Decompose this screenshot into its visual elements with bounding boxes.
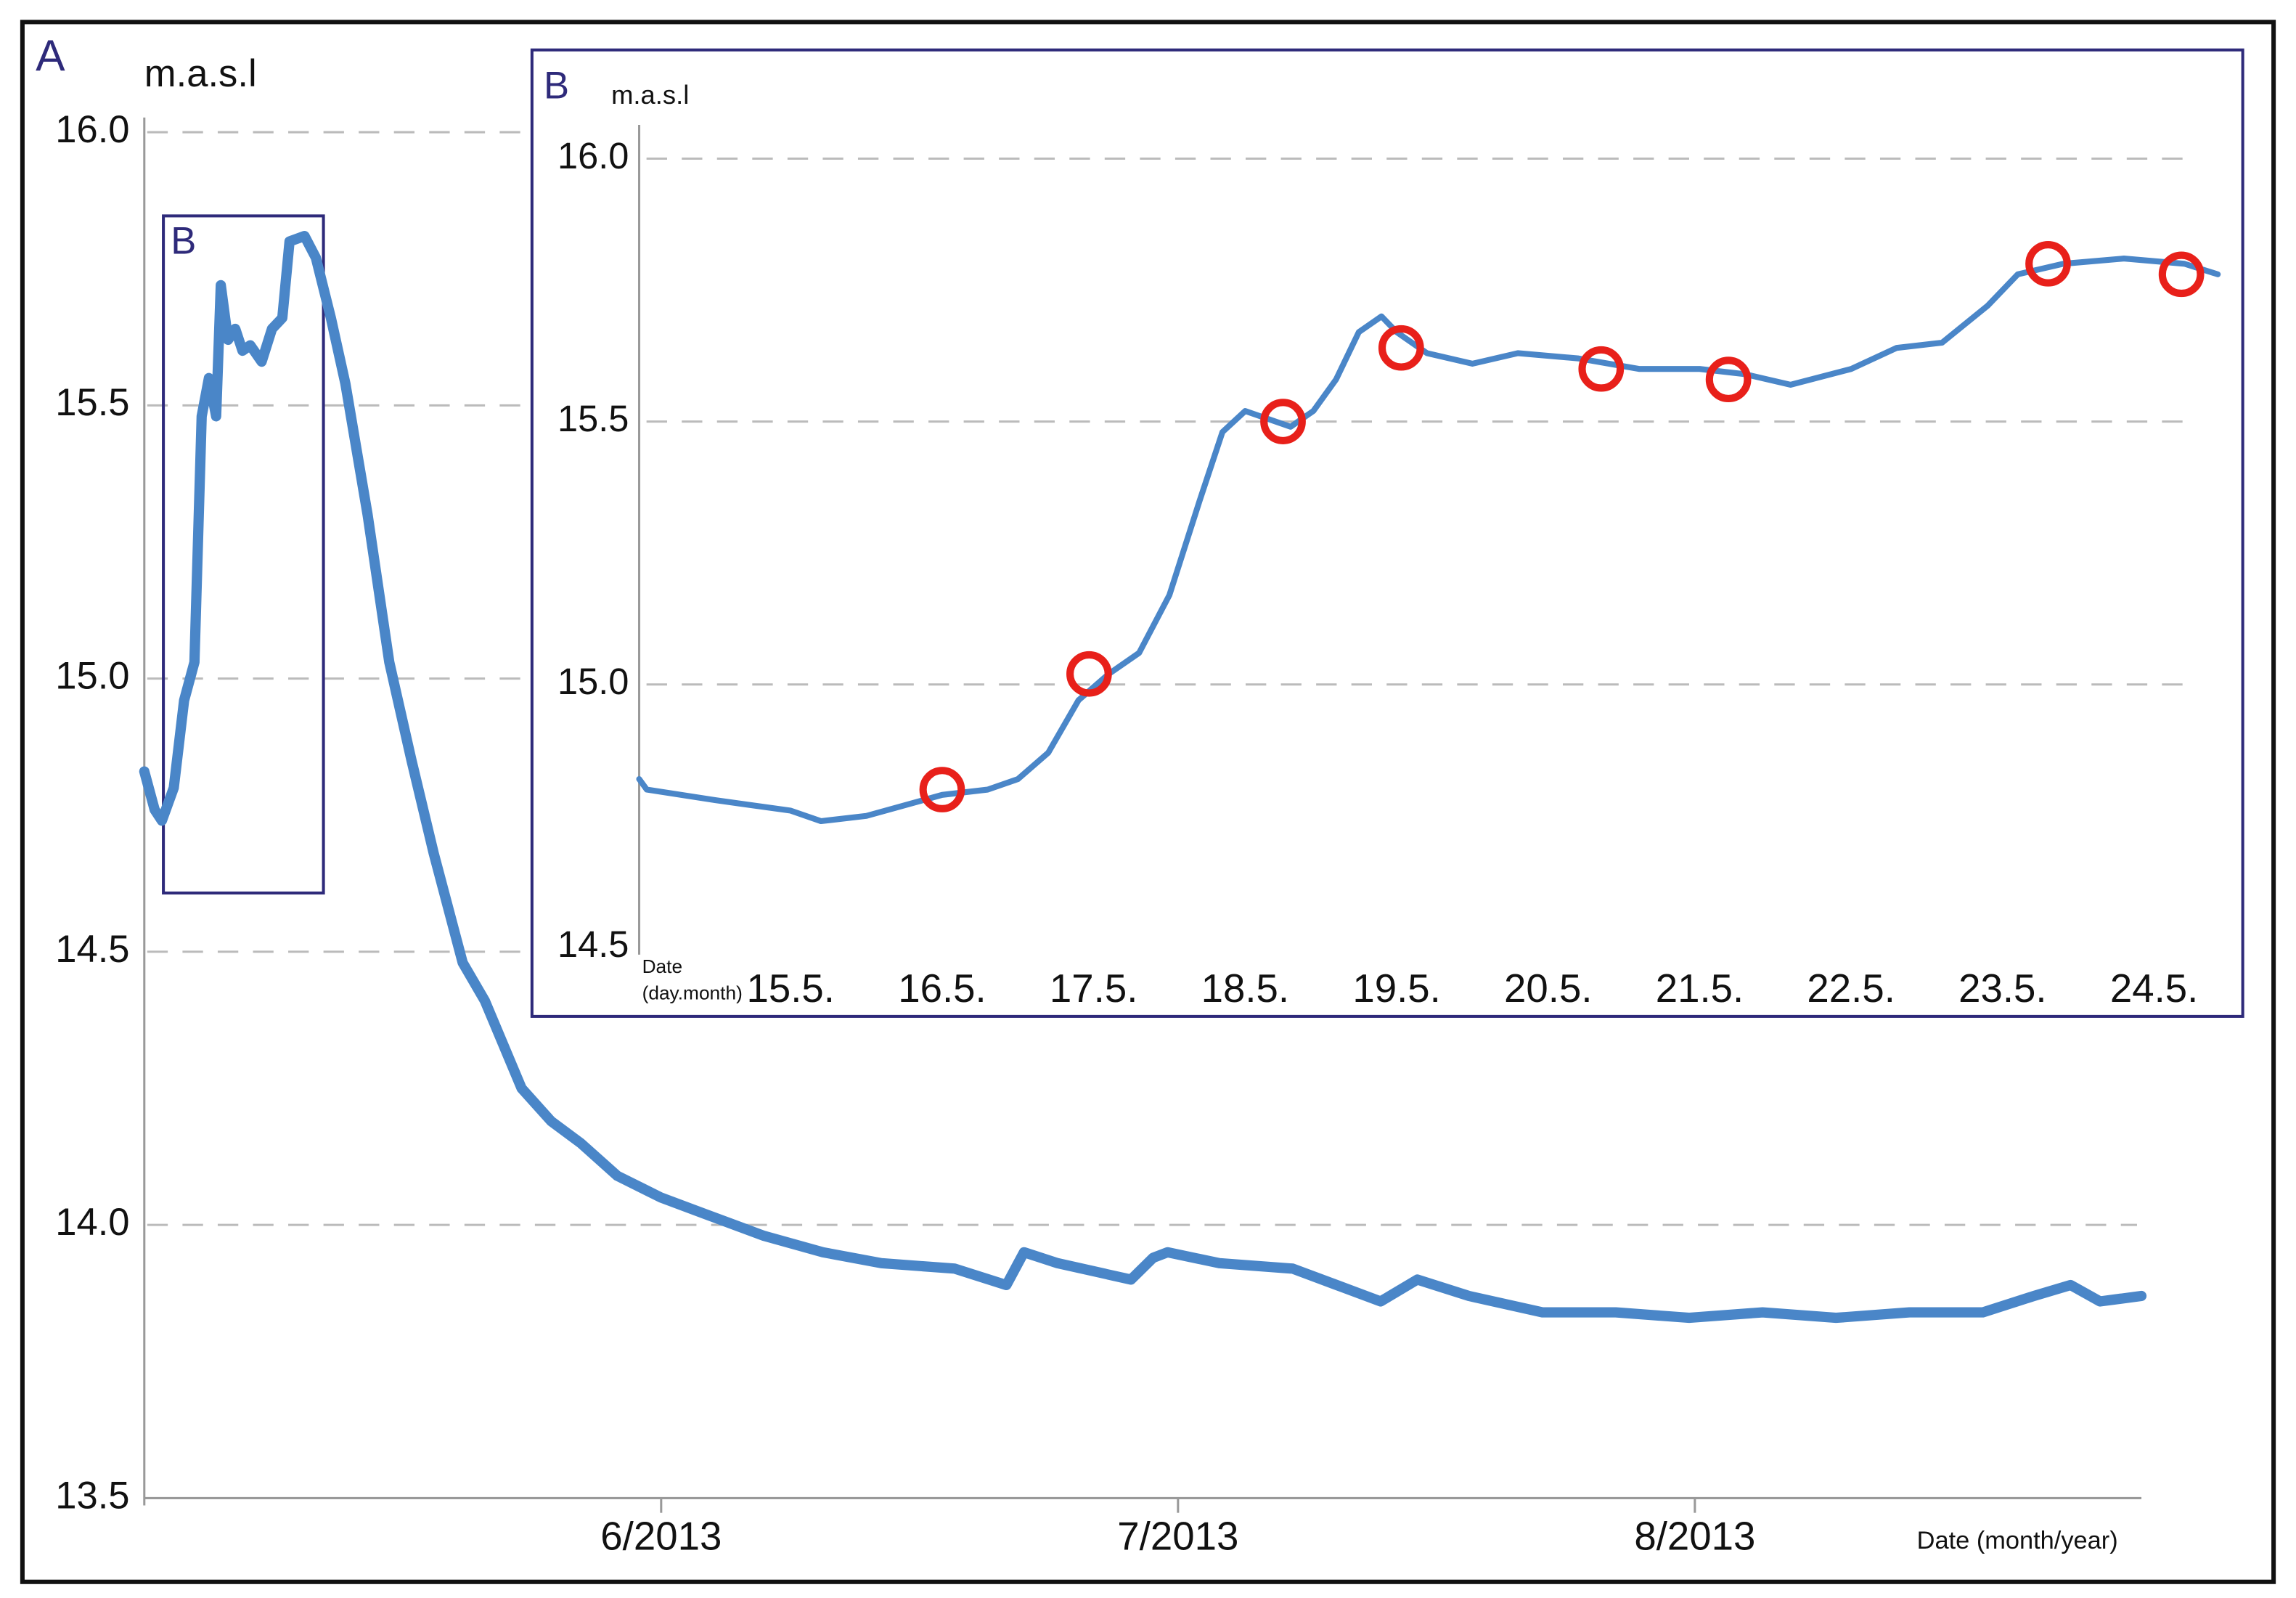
y-tick-label: 15.0 <box>557 661 629 702</box>
data-line <box>139 230 2147 1324</box>
y-tick-label: 16.0 <box>55 108 129 151</box>
y-tick-label: 15.0 <box>55 655 129 698</box>
sample-marker <box>1378 325 1424 371</box>
x-axis-label: (day.month) <box>642 982 743 1003</box>
x-tick-label: 6/2013 <box>600 1515 722 1559</box>
sample-marker <box>2025 240 2071 287</box>
y-tick-label: 14.5 <box>557 924 629 965</box>
x-tick-label: 17.5. <box>1050 966 1137 1011</box>
panel-label: B <box>544 64 569 107</box>
x-axis-label: Date <box>642 955 683 977</box>
x-axis-label: Date (month/year) <box>1917 1527 2118 1554</box>
panel-label: A <box>36 30 65 80</box>
data-line <box>636 256 2221 825</box>
y-tick-label: 15.5 <box>55 381 129 424</box>
sample-marker <box>1260 399 1306 444</box>
y-tick-label: 16.0 <box>557 135 629 176</box>
sample-marker <box>1578 346 1625 392</box>
y-tick-label: 15.5 <box>557 398 629 439</box>
y-axis-label: m.a.s.l <box>144 52 257 95</box>
y-tick-label: 14.0 <box>55 1201 129 1244</box>
x-tick-label: 20.5. <box>1504 966 1592 1011</box>
sample-marker <box>1705 356 1752 403</box>
zoom-box <box>162 214 325 894</box>
x-tick-label: 16.5. <box>898 966 986 1011</box>
zoom-label: B <box>171 220 196 263</box>
x-tick-label: 23.5. <box>1958 966 2046 1011</box>
x-tick-label: 15.5. <box>747 966 835 1011</box>
sample-marker <box>2158 251 2205 298</box>
x-tick-label: 24.5. <box>2110 966 2198 1011</box>
main-panel: 13.5 14.0 14.5 15.0 15.5 16.0 6/2013 7/2013 8/20… <box>36 30 2147 1559</box>
x-tick-label: 8/2013 <box>1634 1515 1755 1559</box>
y-tick-label: 14.5 <box>55 928 129 971</box>
sample-marker <box>919 767 965 812</box>
x-tick-label: 18.5. <box>1201 966 1289 1011</box>
x-tick-label: 21.5. <box>1656 966 1744 1011</box>
x-tick-label: 7/2013 <box>1117 1515 1238 1559</box>
y-axis-label: m.a.s.l <box>611 80 689 110</box>
inset-frame <box>530 48 2244 1018</box>
y-tick-label: 13.5 <box>55 1474 129 1517</box>
inset-panel: 14.5 15.0 15.5 16.0 15.5. 16.5. 17.5. 18.5. 19.5… <box>530 48 2244 1018</box>
sample-marker <box>1066 651 1112 697</box>
x-tick-label: 22.5. <box>1807 966 1895 1011</box>
x-tick-label: 19.5. <box>1352 966 1440 1011</box>
